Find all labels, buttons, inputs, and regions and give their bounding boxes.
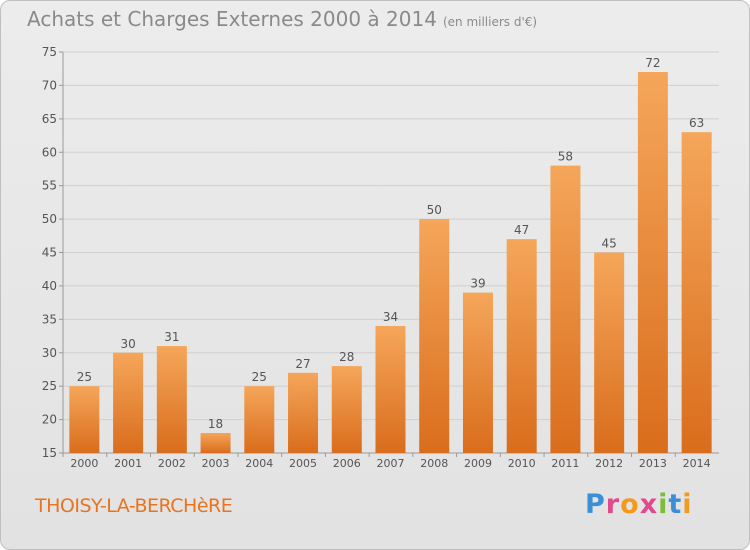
x-tick-label: 2008 [420, 457, 448, 470]
x-tick-label: 2004 [245, 457, 273, 470]
x-tick-label: 2003 [202, 457, 230, 470]
proxiti-logo: Proxiti [585, 489, 693, 520]
y-tick-label: 15 [42, 446, 57, 460]
bar-value-label: 58 [558, 150, 573, 164]
bar [419, 219, 450, 453]
x-tick-label: 2011 [551, 457, 579, 470]
logo-letter: P [585, 489, 606, 520]
x-tick-label: 2002 [158, 457, 186, 470]
bar [594, 252, 625, 453]
y-tick-label: 60 [42, 145, 57, 159]
bar [550, 165, 581, 453]
commune-name: THOISY-LA-BERCHèRE [35, 495, 233, 517]
bar-value-label: 50 [427, 203, 442, 217]
bar [681, 132, 712, 453]
x-tick-label: 2001 [114, 457, 142, 470]
bar-value-label: 18 [208, 417, 223, 431]
logo-letter: i [682, 489, 693, 520]
chart-title-text: Achats et Charges Externes 2000 à 2014 [27, 7, 437, 31]
bar-value-label: 31 [164, 330, 179, 344]
logo-letter: t [668, 489, 683, 520]
y-tick-label: 70 [42, 78, 57, 92]
bar [200, 432, 231, 453]
logo-letter: r [605, 489, 621, 520]
bar [637, 72, 668, 454]
bar [113, 352, 144, 453]
x-tick-label: 2000 [70, 457, 98, 470]
x-tick-label: 2014 [683, 457, 711, 470]
y-tick-label: 55 [42, 179, 57, 193]
bar [375, 326, 406, 453]
bar-value-label: 45 [602, 237, 617, 251]
bar-value-label: 63 [689, 116, 704, 130]
chart-subtitle: (en milliers d'€) [442, 15, 538, 29]
bar [156, 346, 187, 453]
bar-value-label: 72 [645, 56, 660, 70]
y-tick-label: 20 [42, 413, 57, 427]
bar-value-label: 34 [383, 310, 398, 324]
logo-letter: x [639, 489, 659, 520]
x-tick-label: 2012 [595, 457, 623, 470]
bar-value-label: 39 [470, 277, 485, 291]
bar-value-label: 27 [295, 357, 310, 371]
bar [331, 366, 362, 453]
bar-value-label: 25 [77, 370, 92, 384]
bar-value-label: 30 [120, 337, 135, 351]
bar [462, 292, 493, 453]
y-tick-label: 45 [42, 246, 57, 260]
bar-value-label: 25 [252, 370, 267, 384]
y-tick-label: 25 [42, 379, 57, 393]
x-tick-label: 2007 [377, 457, 405, 470]
x-tick-label: 2005 [289, 457, 317, 470]
bar [506, 239, 537, 453]
y-tick-label: 50 [42, 212, 57, 226]
y-tick-label: 35 [42, 312, 57, 326]
bar [244, 386, 275, 453]
bar-value-label: 47 [514, 223, 529, 237]
y-tick-label: 65 [42, 112, 57, 126]
x-tick-label: 2006 [333, 457, 361, 470]
y-tick-label: 75 [42, 45, 57, 59]
logo-letter: o [620, 489, 640, 520]
x-tick-label: 2013 [639, 457, 667, 470]
bar-value-label: 28 [339, 350, 354, 364]
x-tick-label: 2010 [508, 457, 536, 470]
x-tick-label: 2009 [464, 457, 492, 470]
chart-title: Achats et Charges Externes 2000 à 2014 (e… [27, 7, 537, 31]
y-tick-label: 40 [42, 279, 57, 293]
bar [288, 372, 319, 453]
bar [69, 386, 100, 453]
y-tick-label: 30 [42, 346, 57, 360]
logo-letter: i [658, 489, 669, 520]
